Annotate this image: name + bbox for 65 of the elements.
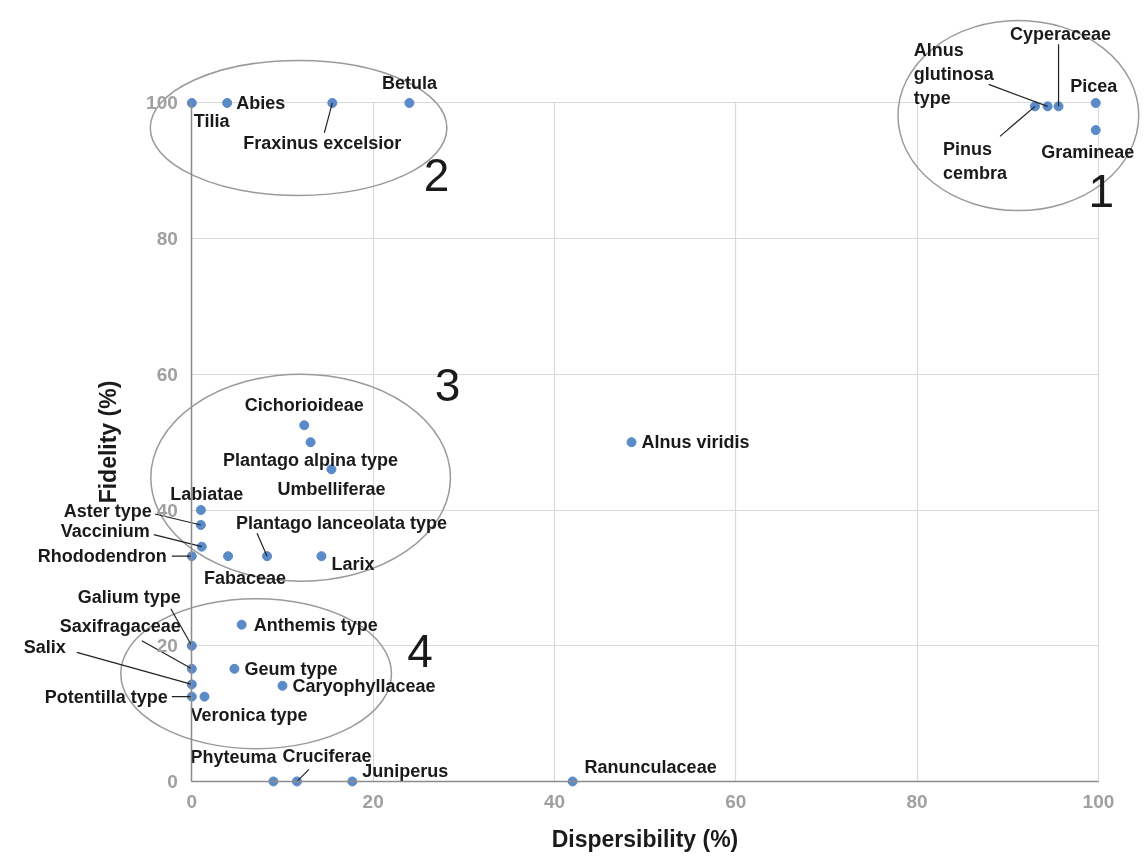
point [404, 97, 415, 108]
annotation: 1 [1088, 164, 1115, 217]
annotation: Vaccinium [60, 520, 150, 541]
point [195, 505, 206, 516]
point [316, 551, 327, 562]
point [222, 97, 233, 108]
annotation: Umbelliferae [277, 479, 386, 500]
point [199, 691, 210, 702]
point [186, 97, 197, 108]
point [236, 619, 247, 630]
x-tick-label: 40 [543, 791, 566, 813]
annotation: Abies [236, 92, 286, 113]
annotation: 3 [434, 358, 461, 411]
point [229, 663, 240, 674]
point [1042, 101, 1053, 112]
annotation: Labiatae [170, 484, 244, 505]
point [1053, 101, 1064, 112]
annotation: Fabaceae [204, 568, 287, 589]
annotation: Phyteuma [190, 747, 278, 768]
y-tick-label: 60 [156, 363, 178, 385]
x-tick-label: 80 [906, 791, 928, 813]
point [262, 551, 273, 562]
annotation: Picea [1070, 75, 1119, 96]
point [347, 776, 358, 787]
y-tick-label: 0 [167, 770, 178, 792]
annotation: Alnus glutinosa type [913, 40, 995, 109]
point [277, 680, 288, 691]
point [305, 437, 316, 448]
annotation: Fraxinus excelsior [243, 132, 402, 153]
annotation: Larix [331, 554, 375, 575]
x-tick-label: 0 [186, 791, 198, 813]
annotation: Salix [23, 637, 66, 658]
point [626, 437, 637, 448]
annotation: Cyperaceae [1010, 24, 1112, 45]
annotation: Potentilla type [44, 686, 168, 707]
x-axis-title: Dispersibility (%) [551, 825, 739, 852]
annotation: Tilia [193, 110, 231, 131]
annotation: Saxifragaceae [59, 615, 181, 636]
x-tick-label: 60 [725, 791, 747, 813]
annotation: Alnus viridis [641, 432, 750, 453]
point [223, 551, 234, 562]
annotation: Plantago lanceolata type [236, 513, 448, 534]
point [268, 776, 279, 787]
x-tick-label: 20 [362, 791, 384, 813]
annotation: Gramineae [1041, 142, 1135, 163]
point [299, 420, 310, 431]
annotation: Veronica type [190, 704, 308, 725]
annotation: Galium type [77, 586, 181, 607]
annotation: Ranunculaceae [584, 757, 717, 778]
y-axis-title: Fidelity (%) [94, 380, 121, 504]
point [327, 97, 338, 108]
point [1090, 125, 1101, 136]
y-tick-label: 80 [156, 228, 178, 250]
annotation: Rhododendron [37, 546, 167, 567]
annotation: Cichorioideae [244, 395, 364, 416]
annotation: Plantago alpina type [223, 450, 399, 471]
annotation: Pinus cembra [942, 139, 1009, 184]
y-tick-label: 20 [156, 635, 178, 657]
x-tick-label: 100 [1082, 791, 1115, 813]
point [1090, 97, 1101, 108]
annotation: Anthemis type [253, 614, 378, 635]
annotation: Betula [381, 72, 438, 93]
annotation: 2 [423, 148, 450, 201]
point [567, 776, 578, 787]
annotation: 4 [407, 624, 433, 677]
